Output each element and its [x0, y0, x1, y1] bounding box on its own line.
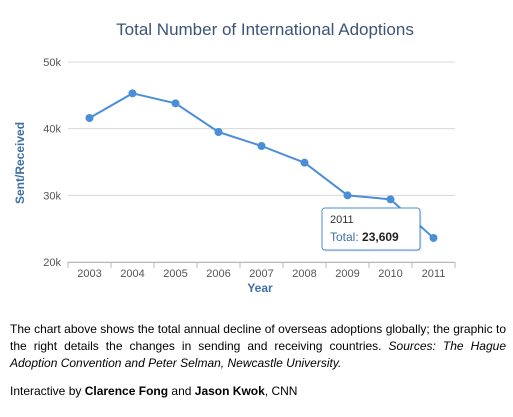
credit-suffix: , CNN [264, 384, 298, 398]
series-line-group [85, 89, 438, 242]
x-tick-label: 2005 [163, 268, 187, 280]
credit-author-1: Clarence Fong [84, 384, 169, 398]
y-tick-label: 30k [43, 190, 61, 202]
caption-text: The chart above shows the total annual d… [10, 322, 506, 353]
x-tick-label: 2008 [292, 268, 316, 280]
caption: The chart above shows the total annual d… [10, 321, 506, 372]
data-point[interactable] [171, 99, 180, 108]
x-tick-label: 2009 [335, 268, 359, 280]
tooltip-value-line: Total: 23,609 [330, 230, 399, 244]
x-tick-label: 2004 [120, 268, 144, 280]
tooltip-box [321, 207, 421, 251]
x-tick-label: 2006 [206, 268, 230, 280]
y-tick-label: 40k [43, 124, 61, 136]
y-tick-label: 50k [43, 57, 61, 69]
tooltip-value: 23,609 [362, 230, 399, 244]
data-point[interactable] [257, 142, 266, 150]
x-tick-label: 2007 [249, 268, 273, 280]
data-point[interactable] [386, 195, 395, 204]
chart-title: Total Number of International Adoptions [116, 20, 414, 39]
data-point[interactable] [85, 114, 94, 122]
data-point[interactable] [343, 191, 352, 200]
x-tick-label: 2003 [77, 268, 101, 280]
credit-and: and [168, 384, 195, 398]
data-point[interactable] [429, 233, 438, 242]
credit-author-2: Jason Kwok [194, 384, 265, 398]
line-chart: 20k 30k 40k 50k 2003 2004 2005 2006 2007 2008 2009… [13, 20, 456, 295]
axes: 20k 30k 40k 50k 2003 2004 2005 2006 2007 2008 2009… [43, 57, 456, 280]
credit-line: Interactive by Clarence Fong and Jason K… [10, 384, 506, 398]
data-point[interactable] [300, 158, 309, 167]
tooltip-series-label: Total: [330, 230, 362, 244]
x-tick-label: 2011 [422, 268, 446, 280]
x-axis-label: Year [247, 281, 273, 295]
caption-sources: Sources: The Hague Adoption Convention a… [10, 339, 506, 370]
data-point[interactable] [214, 128, 223, 136]
tooltip-category: 2011 [330, 214, 354, 226]
y-axis-label: Sent/Received [13, 122, 27, 204]
credit-prefix: Interactive by [10, 384, 85, 398]
tooltip: 2011 Total: 23,609 [321, 207, 422, 252]
x-tick-label: 2010 [378, 268, 402, 280]
y-tick-label: 20k [43, 257, 61, 269]
data-point[interactable] [128, 89, 137, 98]
